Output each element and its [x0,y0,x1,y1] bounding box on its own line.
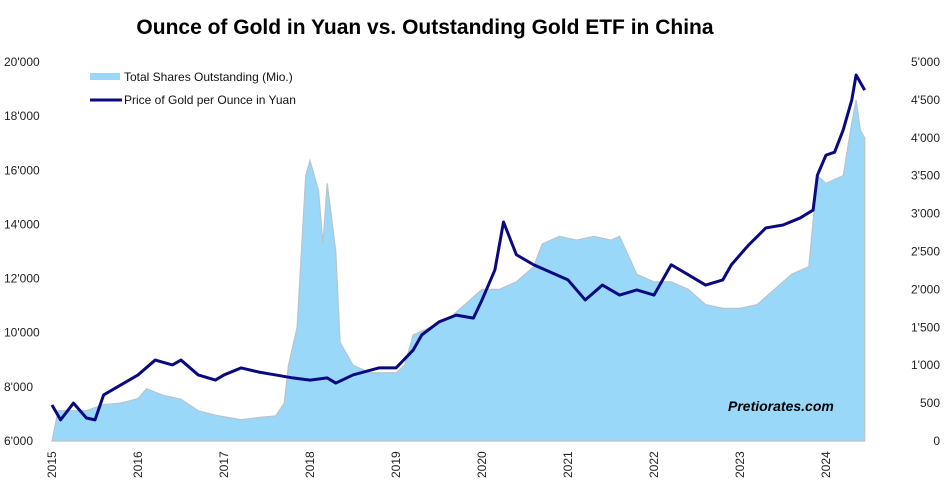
x-tick-label: 2017 [217,451,231,478]
right-tick-label: 3'000 [911,207,940,221]
right-tick-label: 500 [920,396,940,410]
right-tick-label: 4'500 [911,93,940,107]
left-tick-label: 20'000 [4,55,40,69]
right-tick-label: 1'500 [911,320,940,334]
right-tick-label: 0 [933,434,940,448]
x-tick-label: 2024 [819,451,833,478]
legend-label-shares: Total Shares Outstanding (Mio.) [124,70,293,84]
x-tick-label: 2015 [45,451,59,478]
right-tick-label: 2'500 [911,245,940,259]
right-tick-label: 3'500 [911,169,940,183]
x-tick-label: 2019 [389,451,403,478]
left-tick-label: 14'000 [4,217,40,231]
x-tick-label: 2018 [303,451,317,478]
x-tick-label: 2021 [561,451,575,478]
shares-area [51,99,866,442]
left-tick-label: 16'000 [4,163,40,177]
x-tick-label: 2016 [131,451,145,478]
x-tick-label: 2022 [647,451,661,478]
gold-price-line [50,73,867,422]
right-tick-label: 1'000 [911,358,940,372]
left-tick-label: 18'000 [4,109,40,123]
right-tick-label: 2'000 [911,282,940,296]
x-tick-label: 2023 [733,451,747,478]
left-tick-label: 6'000 [4,434,33,448]
chart-title: Ounce of Gold in Yuan vs. Outstanding Go… [136,16,714,39]
legend-swatch-shares [90,73,120,80]
watermark: Pretiorates.com [728,398,834,414]
right-tick-label: 5'000 [911,55,940,69]
x-tick-label: 2020 [475,451,489,478]
left-tick-label: 10'000 [4,326,40,340]
right-tick-label: 4'000 [911,131,940,145]
legend-label-gold: Price of Gold per Ounce in Yuan [124,93,296,107]
left-tick-label: 8'000 [4,380,33,394]
left-tick-label: 12'000 [4,272,40,286]
